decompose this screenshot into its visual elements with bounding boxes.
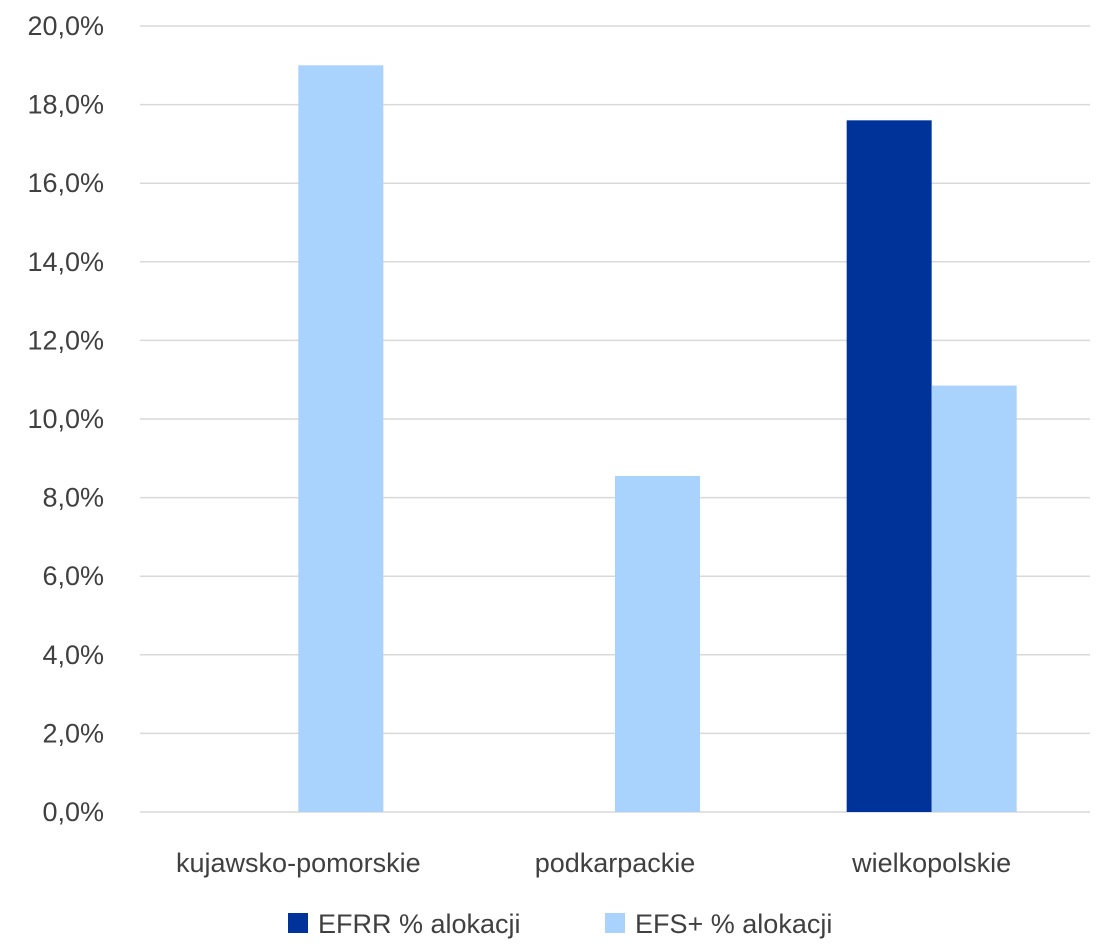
bar-efs-1 — [615, 475, 700, 812]
y-tick-label: 12,0% — [27, 325, 104, 355]
x-category-label: wielkopolskie — [851, 848, 1011, 878]
y-tick-label: 10,0% — [27, 404, 104, 434]
legend-label: EFRR % alokacji — [318, 909, 521, 939]
y-tick-label: 4,0% — [42, 640, 104, 670]
y-tick-label: 0,0% — [42, 797, 104, 827]
y-tick-label: 20,0% — [27, 11, 104, 41]
bar-efs-0 — [298, 65, 384, 813]
legend: EFRR % alokacji EFS+ % alokacji — [288, 909, 832, 939]
legend-swatch — [288, 913, 308, 933]
y-tick-label: 6,0% — [42, 561, 104, 591]
legend-label: EFS+ % alokacji — [635, 909, 832, 939]
y-tick-label: 18,0% — [27, 90, 104, 120]
y-tick-label: 14,0% — [27, 247, 104, 277]
x-axis-labels: kujawsko-pomorskie podkarpackie wielkopols… — [176, 848, 1011, 878]
x-category-label: podkarpackie — [535, 848, 696, 878]
bar-efs-2 — [931, 385, 1017, 812]
bars — [298, 65, 1017, 813]
bar-efrr-2 — [846, 120, 932, 812]
y-tick-label: 8,0% — [42, 483, 104, 513]
y-axis-ticks: 0,0% 2,0% 4,0% 6,0% 8,0% 10,0% 12,0% 14,0% 16,0%… — [27, 11, 104, 827]
x-category-label: kujawsko-pomorskie — [176, 848, 421, 878]
y-tick-label: 16,0% — [27, 168, 104, 198]
legend-swatch — [605, 913, 625, 933]
y-tick-label: 2,0% — [42, 718, 104, 748]
